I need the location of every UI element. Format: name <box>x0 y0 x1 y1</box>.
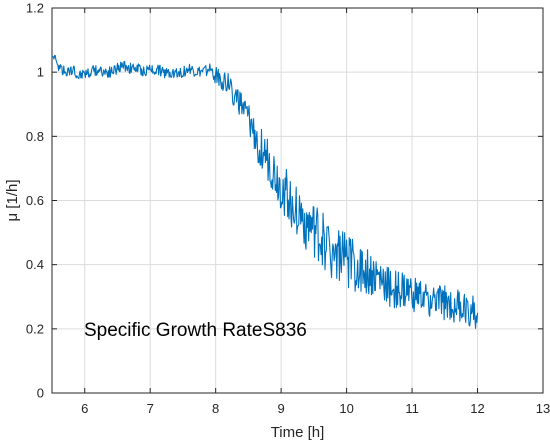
chart-annotation: Specific Growth RateS836 <box>84 320 307 341</box>
y-tick-labels: 0 0.2 0.4 0.6 0.8 1 1.2 <box>26 1 44 401</box>
y-tick-label: 0.8 <box>26 129 44 144</box>
growth-rate-line <box>51 54 479 329</box>
x-tick-labels: 6 7 8 9 10 11 12 13 <box>81 401 550 416</box>
x-tick-label: 8 <box>212 401 219 416</box>
x-tick-label: 13 <box>536 401 550 416</box>
x-tick-label: 9 <box>278 401 285 416</box>
y-axis-label: μ [1/h] <box>4 180 21 222</box>
x-tick-label: 12 <box>470 401 484 416</box>
y-tick-label: 1 <box>37 65 44 80</box>
x-axis-label: Time [h] <box>271 424 325 441</box>
x-tick-label: 10 <box>339 401 353 416</box>
y-tick-label: 1.2 <box>26 1 44 16</box>
y-tick-label: 0.6 <box>26 193 44 208</box>
grid-lines <box>52 7 544 394</box>
axis-ticks <box>52 7 544 394</box>
x-tick-label: 11 <box>405 401 419 416</box>
y-tick-label: 0.4 <box>26 257 44 272</box>
y-tick-label: 0.2 <box>26 321 44 336</box>
x-tick-label: 6 <box>81 401 88 416</box>
x-tick-label: 7 <box>147 401 154 416</box>
y-tick-label: 0 <box>37 386 44 401</box>
